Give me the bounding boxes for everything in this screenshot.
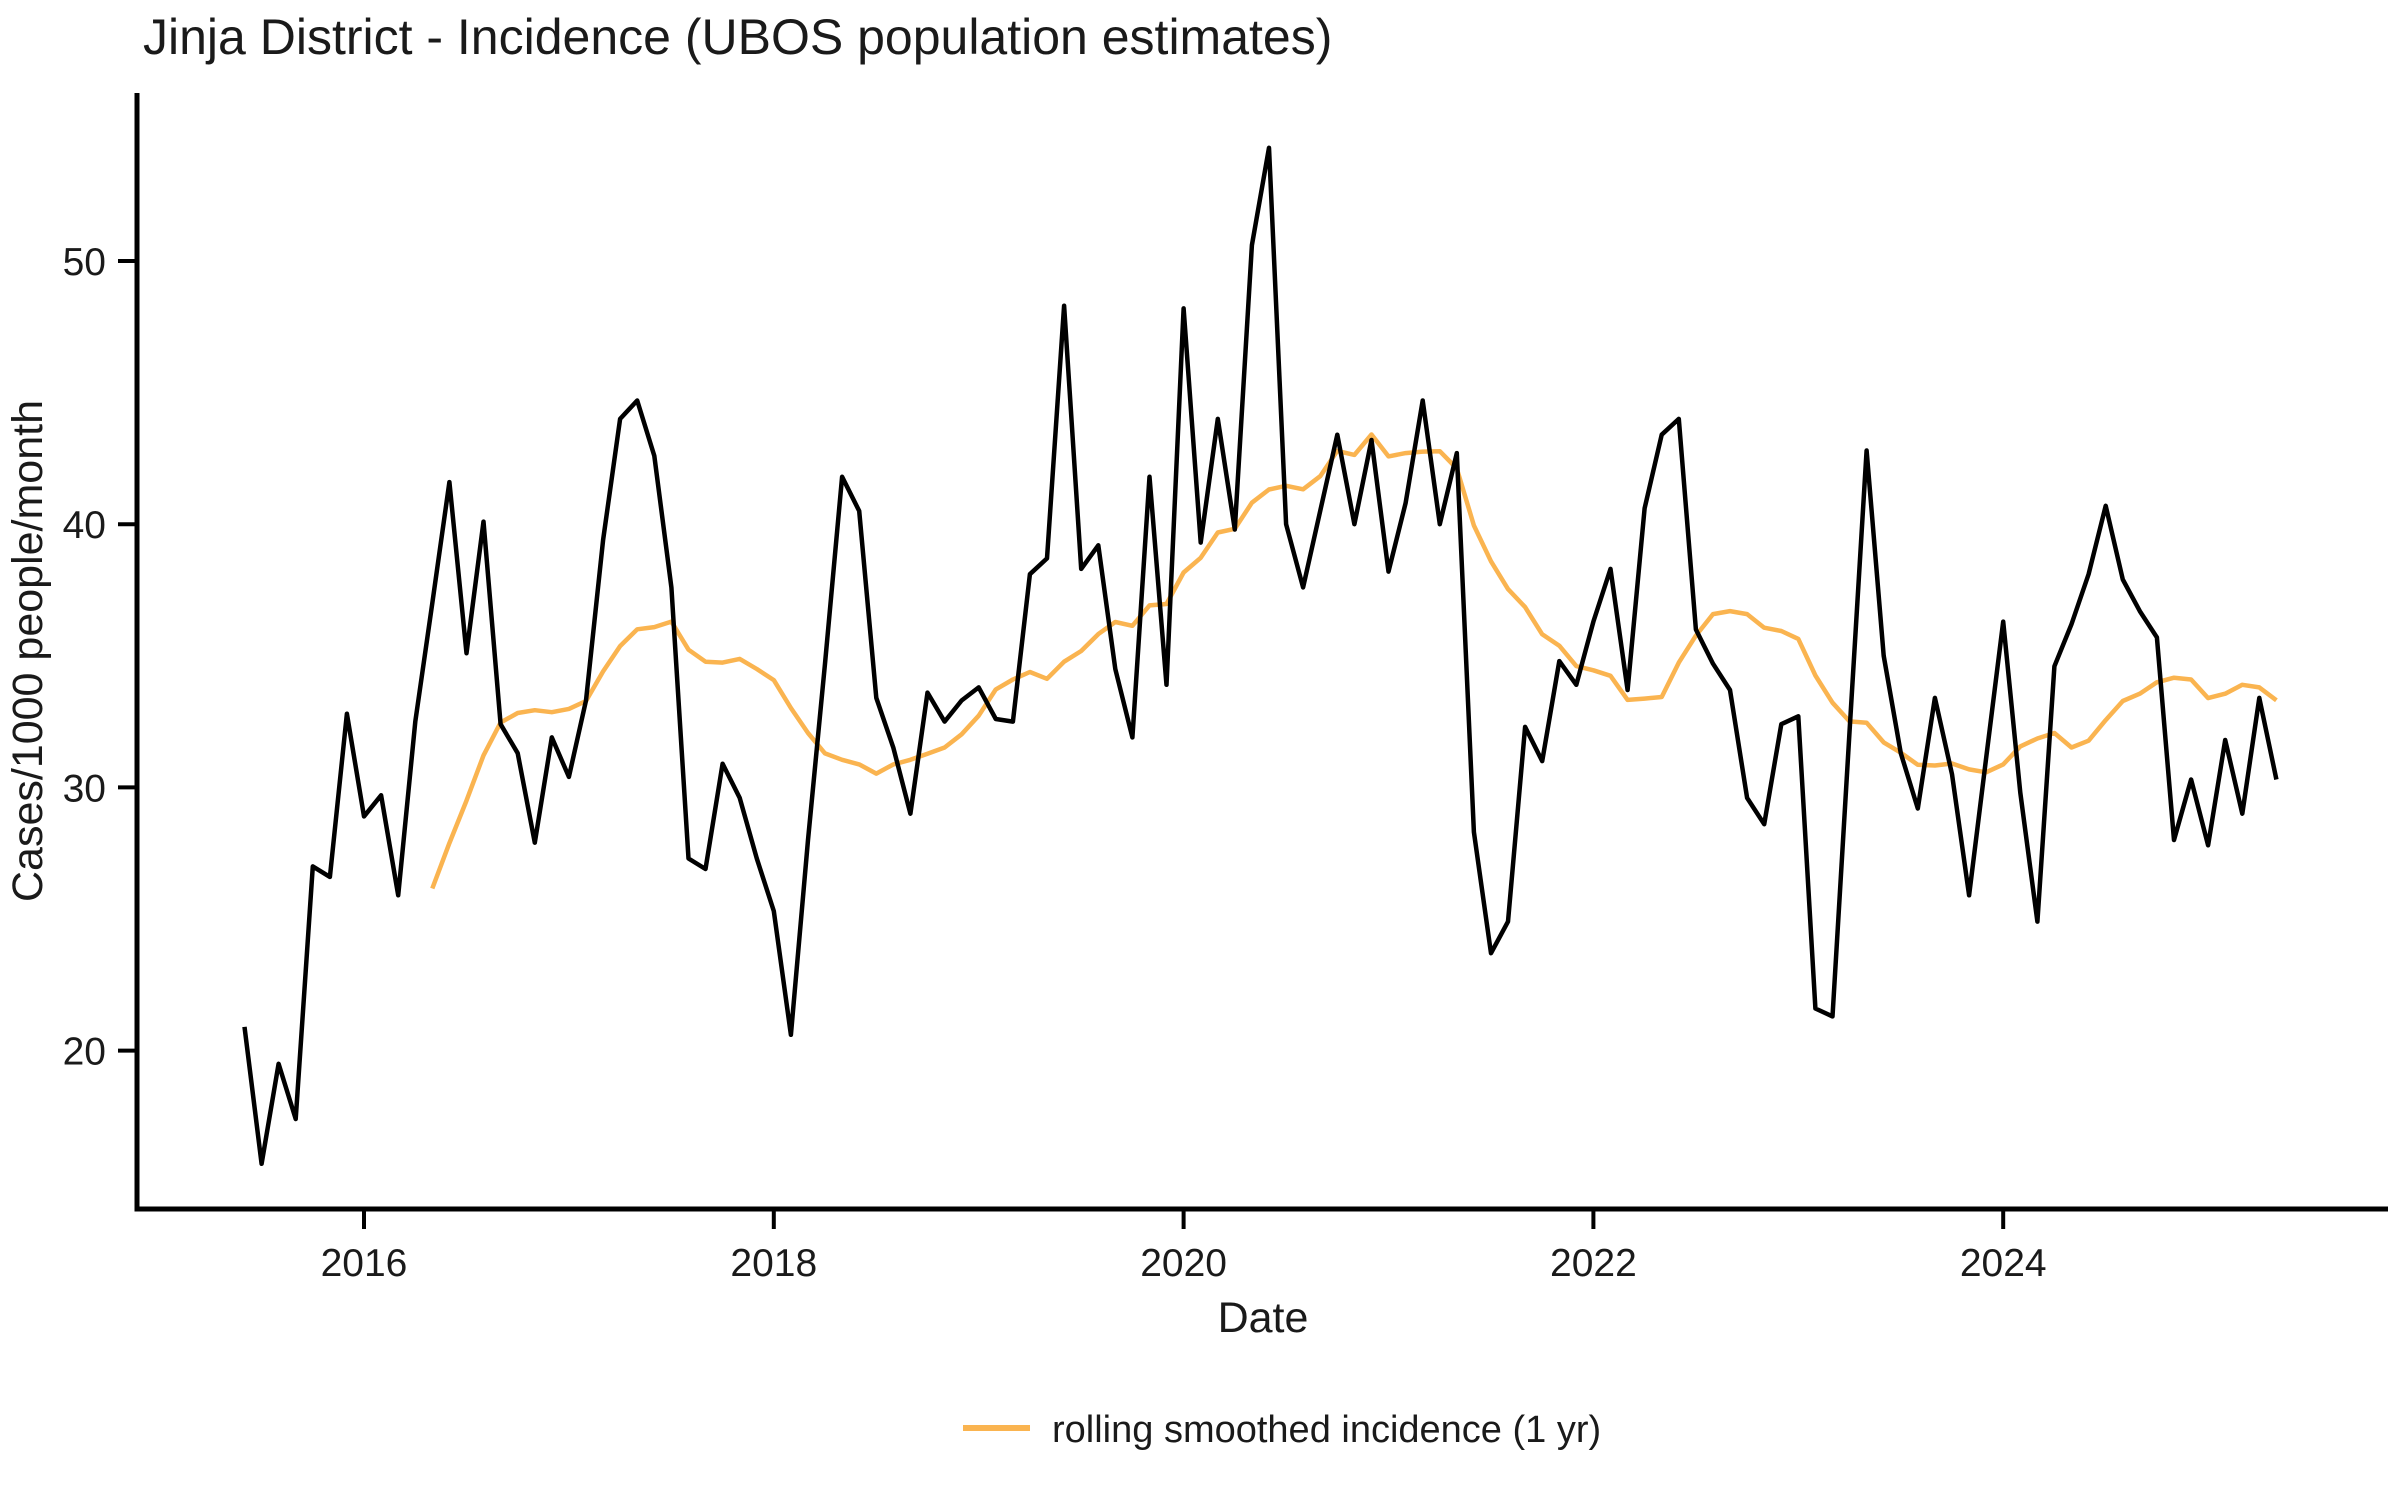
y-tick-label: 30 <box>63 767 106 810</box>
y-tick-label: 20 <box>63 1031 106 1074</box>
smoothed-incidence-line <box>430 432 2278 890</box>
y-tick-label: 40 <box>63 504 106 547</box>
y-tick-label: 50 <box>63 241 106 284</box>
legend-label: rolling smoothed incidence (1 yr) <box>1052 1409 1601 1451</box>
x-tick-label: 2024 <box>1960 1242 2047 1285</box>
x-tick-label: 2020 <box>1140 1242 1227 1285</box>
y-axis-title: Cases/1000 people/month <box>4 400 52 902</box>
monthly-incidence-line <box>242 145 2279 1167</box>
chart-title: Jinja District - Incidence (UBOS populat… <box>143 9 1332 65</box>
x-tick-label: 2022 <box>1550 1242 1637 1285</box>
x-tick-label: 2018 <box>730 1242 817 1285</box>
legend: rolling smoothed incidence (1 yr) <box>963 1409 1601 1451</box>
x-axis-title: Date <box>1218 1294 1309 1342</box>
x-tick-label: 2016 <box>321 1242 408 1285</box>
